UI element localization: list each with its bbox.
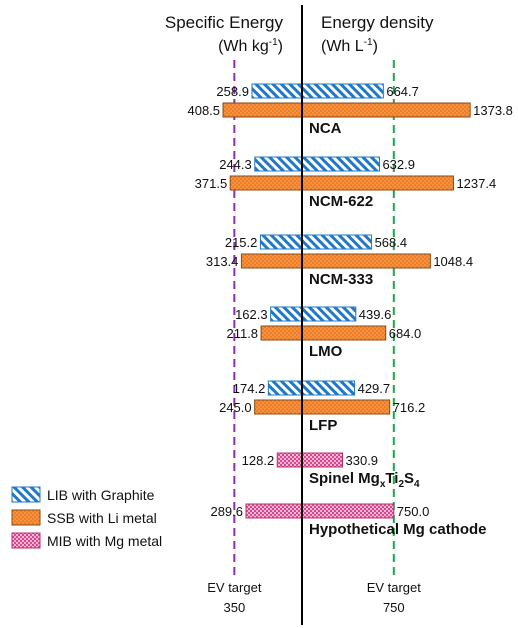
- category-label-1: NCM-622: [309, 193, 373, 210]
- bar-left-0-0: [251, 83, 303, 99]
- value-label-left-2-1: 313.4: [206, 254, 239, 269]
- left-axis-unit-sup: -1: [269, 37, 278, 48]
- category-label-6: Hypothetical Mg cathode: [309, 521, 487, 538]
- value-label-right-1-0: 632.9: [382, 157, 415, 172]
- bar-left-4-1: [254, 399, 303, 415]
- value-label-right-5-0: 330.9: [346, 453, 379, 468]
- value-label-left-4-1: 245.0: [219, 400, 252, 415]
- bar-right-1-1: [301, 175, 454, 191]
- bars-layer: 258.9 664.7 408.5 1373.8 244.3 632.9 371.5 1237…: [187, 83, 513, 519]
- value-label-right-4-0: 429.7: [358, 381, 391, 396]
- legend: LIB with Graphite SSB with Li metal MIB wi…: [11, 486, 162, 549]
- category-label-0: NCA: [309, 120, 342, 137]
- ev-target-right-label: EV target: [367, 580, 422, 595]
- value-label-left-0-0: 258.9: [216, 84, 249, 99]
- value-label-right-0-1: 1373.8: [473, 103, 513, 118]
- value-label-left-0-1: 408.5: [187, 103, 220, 118]
- bar-right-4-0: [301, 380, 356, 396]
- bar-left-4-0: [267, 380, 303, 396]
- value-label-left-6-0: 289.6: [210, 504, 243, 519]
- value-label-left-5-0: 128.2: [242, 453, 275, 468]
- bar-right-0-0: [301, 83, 384, 99]
- bar-left-3-1: [260, 325, 303, 341]
- bar-right-0-1: [301, 102, 471, 118]
- bar-right-1-0: [301, 156, 380, 172]
- ev-target-left-value: 350: [223, 600, 245, 615]
- ev-target-right-value: 750: [383, 600, 405, 615]
- bar-left-0-1: [222, 102, 303, 118]
- legend-swatch-1: [11, 509, 41, 526]
- legend-label-2: MIB with Mg metal: [47, 533, 162, 549]
- value-label-left-4-0: 174.2: [233, 381, 266, 396]
- value-label-left-1-0: 244.3: [219, 157, 252, 172]
- value-label-right-2-0: 568.4: [375, 235, 408, 250]
- value-label-right-2-1: 1048.4: [433, 254, 473, 269]
- right-axis-unit-sup: -1: [364, 37, 373, 48]
- value-label-right-1-1: 1237.4: [456, 176, 496, 191]
- value-label-right-6-0: 750.0: [397, 504, 430, 519]
- value-label-right-0-0: 664.7: [386, 84, 419, 99]
- category-label-5: Spinel MgxTi2S4: [309, 470, 420, 490]
- bar-right-4-1: [301, 399, 391, 415]
- value-label-left-3-1: 211.8: [226, 326, 258, 341]
- value-label-right-3-0: 439.6: [359, 307, 392, 322]
- bar-right-2-1: [301, 253, 431, 269]
- bar-left-5-0: [276, 452, 303, 468]
- right-axis-unit-close: ): [373, 38, 378, 55]
- value-label-left-1-1: 371.5: [195, 176, 228, 191]
- left-axis-unit-close: ): [278, 38, 283, 55]
- category-label-3: LMO: [309, 343, 343, 360]
- bar-left-2-0: [259, 234, 303, 250]
- left-axis-unit: (Wh kg-1): [218, 37, 283, 55]
- bar-left-1-1: [229, 175, 303, 191]
- bar-left-2-1: [240, 253, 303, 269]
- legend-swatch-2: [11, 532, 41, 549]
- right-axis-title: Energy density: [321, 13, 434, 32]
- bar-right-3-1: [301, 325, 387, 341]
- category-label-4: LFP: [309, 417, 337, 434]
- left-axis-title: Specific Energy: [165, 13, 284, 32]
- bar-right-5-0: [301, 452, 344, 468]
- bar-left-3-0: [270, 306, 303, 322]
- legend-label-1: SSB with Li metal: [47, 510, 157, 526]
- value-label-right-4-1: 716.2: [393, 400, 426, 415]
- category-labels: NCA NCM-622 NCM-333 LMO LFP Spinel MgxTi2S4 Hy…: [309, 120, 487, 538]
- legend-swatch-0: [11, 486, 41, 503]
- value-label-left-2-0: 215.2: [225, 235, 258, 250]
- bar-right-3-0: [301, 306, 357, 322]
- bar-left-6-0: [245, 503, 303, 519]
- bar-left-1-0: [254, 156, 303, 172]
- bar-right-6-0: [301, 503, 395, 519]
- ev-target-left-label: EV target: [207, 580, 262, 595]
- category-label-2: NCM-333: [309, 271, 373, 288]
- right-axis-unit-text: (Wh L: [321, 38, 364, 55]
- legend-label-0: LIB with Graphite: [47, 487, 155, 503]
- value-label-right-3-1: 684.0: [389, 326, 422, 341]
- value-label-left-3-0: 162.3: [235, 307, 268, 322]
- left-axis-unit-text: (Wh kg: [218, 38, 269, 55]
- bar-right-2-0: [301, 234, 373, 250]
- right-axis-unit: (Wh L-1): [321, 37, 378, 55]
